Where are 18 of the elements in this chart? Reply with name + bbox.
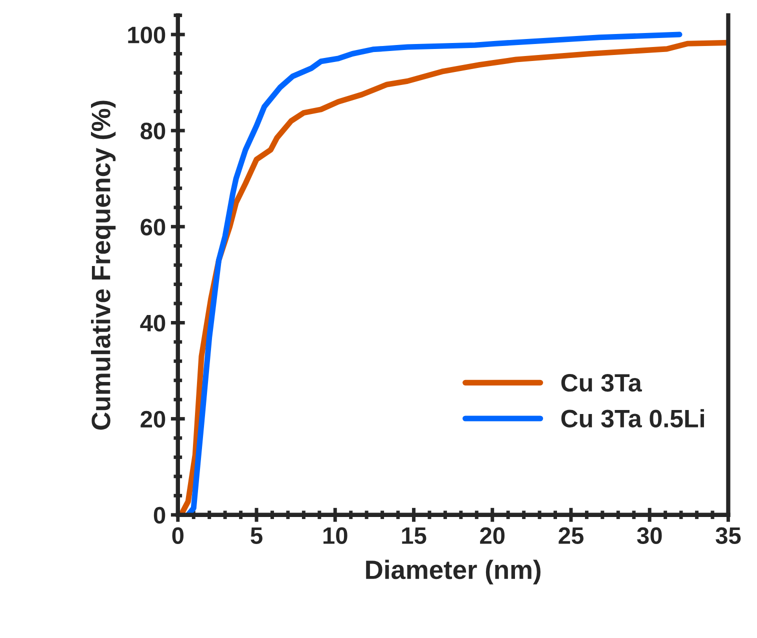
y-tick-label: 40	[140, 314, 166, 332]
y-axis-title: Cumulative Frequency (%)	[90, 100, 116, 430]
y-tick-label: 0	[154, 506, 166, 524]
y-tick-label: 80	[140, 122, 166, 140]
y-tick-label: 60	[140, 218, 166, 236]
x-tick-label: 0	[172, 527, 184, 544]
x-tick-label: 25	[558, 527, 584, 544]
x-tick-label: 15	[402, 528, 426, 544]
legend-label: Cu 3Ta 0.5Li	[561, 409, 704, 428]
x-axis-title: Diameter (nm)	[366, 560, 540, 584]
legend-label: Cu 3Ta	[561, 374, 642, 392]
y-tick-label: 100	[128, 26, 166, 44]
x-tick-label: 5	[250, 528, 262, 544]
y-tick-label: 20	[140, 410, 166, 428]
x-tick-label: 20	[480, 527, 505, 544]
x-tick-label: 35	[716, 527, 741, 544]
x-tick-label: 10	[323, 527, 348, 544]
x-tick-label: 30	[637, 527, 662, 544]
